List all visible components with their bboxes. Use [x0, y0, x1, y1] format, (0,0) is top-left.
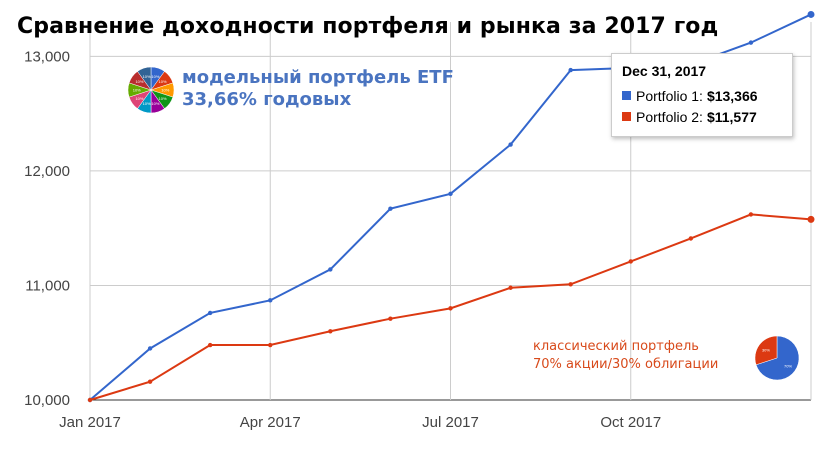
pie-slice-label: 10% [161, 88, 169, 93]
pie-slice [755, 335, 800, 381]
x-axis-tick-labels: Jan 2017 Apr 2017 Jul 2017 Oct 2017 [59, 414, 661, 431]
data-point-portfolio-1[interactable] [748, 40, 754, 45]
etf-annotation-line2: 33,66% годовых [182, 89, 352, 110]
x-tick-label: Jul 2017 [422, 414, 479, 431]
classic-portfolio-pie-icon: 70% 30% [754, 335, 800, 381]
tooltip-date: Dec 31, 2017 [622, 63, 707, 79]
tooltip-row-portfolio-1: Portfolio 1: $13,366 [622, 85, 782, 106]
data-point-portfolio-2[interactable] [628, 259, 633, 264]
pie-slice-label: 10% [143, 74, 151, 79]
y-tick-label: 12,000 [24, 163, 70, 180]
pie-slice-label: 10% [151, 74, 159, 79]
pie-slice-label: 10% [159, 96, 167, 101]
data-point-portfolio-2[interactable] [568, 282, 573, 287]
tooltip-swatch-portfolio-2 [622, 112, 631, 121]
etf-portfolio-annotation: модельный портфель ETF 33,66% годовых [182, 67, 454, 111]
y-tick-label: 11,000 [25, 277, 70, 294]
data-point-portfolio-1[interactable] [448, 191, 453, 197]
data-point-portfolio-1[interactable] [388, 206, 393, 211]
data-point-portfolio-2[interactable] [807, 215, 815, 223]
data-point-portfolio-2[interactable] [508, 285, 513, 290]
grid-lines [89, 22, 812, 401]
tooltip-label-portfolio-1: Portfolio 1: [636, 87, 703, 104]
data-point-portfolio-2[interactable] [388, 316, 393, 321]
data-point-portfolio-2[interactable] [207, 342, 213, 348]
pie-slice-label: 70% [784, 364, 792, 369]
classic-portfolio-annotation: классический портфель 70% акции/30% обли… [533, 338, 718, 374]
pie-slice-label: 30% [762, 347, 770, 352]
x-tick-label: Jan 2017 [59, 414, 121, 431]
pie-slice [137, 66, 152, 91]
pie-slice-label: 10% [135, 96, 143, 101]
data-point-portfolio-1[interactable] [207, 310, 213, 316]
data-point-portfolio-1[interactable] [328, 267, 333, 272]
y-tick-label: 10,000 [24, 392, 70, 409]
pie-slice [754, 335, 778, 366]
chart-title: Сравнение доходности портфеля и рынка за… [17, 14, 719, 39]
etf-portfolio-pie-icon: 10%10%10%10%10%10%10%10%10%10% [127, 66, 175, 114]
tooltip-label-portfolio-2: Portfolio 2: [636, 108, 703, 125]
tooltip-row-portfolio-2: Portfolio 2: $11,577 [622, 106, 782, 127]
data-point-portfolio-1[interactable] [147, 346, 153, 351]
tooltip-swatch-portfolio-1 [622, 91, 631, 100]
y-axis-tick-labels: 10,000 11,000 12,000 13,000 [24, 48, 70, 409]
data-point-portfolio-2[interactable] [147, 379, 153, 384]
data-point-portfolio-2[interactable] [268, 342, 273, 348]
classic-annotation-line1: классический портфель [533, 339, 699, 354]
data-point-portfolio-1[interactable] [807, 10, 815, 18]
pie-slice-label: 10% [133, 88, 141, 93]
data-point-portfolio-2[interactable] [328, 329, 333, 334]
pie-slice-label: 10% [143, 101, 151, 106]
etf-annotation-line1: модельный портфель ETF [182, 67, 454, 88]
data-point-portfolio-2[interactable] [448, 306, 453, 311]
x-tick-label: Apr 2017 [240, 414, 301, 431]
data-point-portfolio-2[interactable] [748, 212, 754, 217]
pie-slice-label: 10% [135, 79, 143, 84]
y-tick-label: 13,000 [24, 48, 70, 65]
classic-annotation-line2: 70% акции/30% облигации [533, 357, 719, 372]
tooltip-value-portfolio-2: $11,577 [706, 108, 757, 125]
data-point-portfolio-2[interactable] [87, 397, 93, 403]
tooltip-value-portfolio-1: $13,366 [706, 87, 758, 104]
data-point-portfolio-1[interactable] [568, 67, 573, 73]
data-point-portfolio-1[interactable] [268, 298, 273, 303]
pie-slice-label: 10% [159, 79, 167, 84]
data-point-portfolio-1[interactable] [508, 142, 513, 147]
x-tick-label: Oct 2017 [600, 414, 661, 431]
pie-slice-label: 10% [151, 101, 159, 106]
hover-tooltip: Dec 31, 2017 Portfolio 1: $13,366 Portfo… [611, 53, 793, 137]
data-point-portfolio-2[interactable] [688, 236, 694, 241]
